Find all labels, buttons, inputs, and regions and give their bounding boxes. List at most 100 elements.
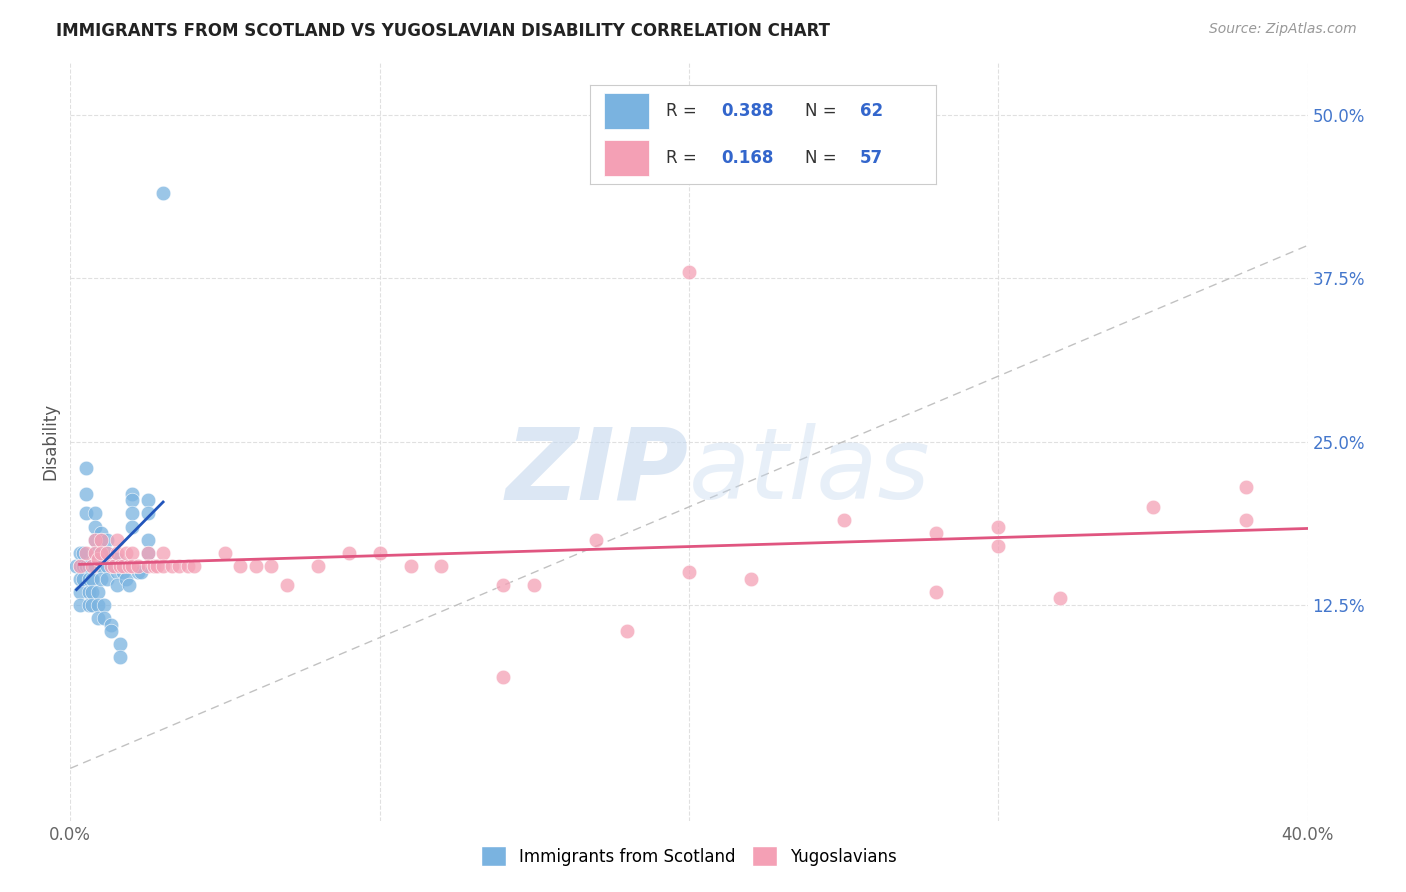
Point (90, 572, 112, 586)
Point (146, 558, 169, 573)
Point (80, 572, 103, 586)
Point (84, 533, 107, 547)
Point (229, 558, 252, 573)
Point (118, 578, 141, 592)
Point (115, 546, 138, 560)
Point (100, 624, 122, 639)
Point (77, 585, 100, 599)
Point (105, 546, 128, 560)
Point (1142, 500, 1164, 514)
Point (1049, 591, 1071, 606)
Point (72, 572, 94, 586)
Point (75, 546, 97, 560)
Point (108, 637, 131, 651)
Point (121, 507, 143, 521)
Point (87, 552, 110, 566)
Point (492, 578, 515, 592)
Point (69, 546, 91, 560)
Point (75, 558, 97, 573)
Point (260, 558, 283, 573)
Point (105, 566, 128, 580)
Legend: Immigrants from Scotland, Yugoslavians: Immigrants from Scotland, Yugoslavians (474, 839, 904, 873)
Point (1234, 480, 1257, 494)
Point (96, 546, 118, 560)
Point (103, 558, 125, 573)
Point (108, 558, 131, 573)
Point (127, 558, 149, 573)
Point (105, 578, 128, 592)
Point (136, 546, 159, 560)
Point (337, 546, 360, 560)
Point (987, 519, 1010, 533)
Point (84, 558, 107, 573)
Point (987, 539, 1010, 553)
Point (740, 572, 762, 586)
Point (492, 670, 515, 684)
Point (127, 566, 149, 580)
Point (90, 533, 112, 547)
Point (925, 526, 948, 541)
Point (90, 558, 112, 573)
Point (925, 585, 948, 599)
Point (90, 546, 112, 560)
Point (105, 552, 128, 566)
Point (167, 558, 190, 573)
Point (80, 598, 103, 612)
Point (93, 598, 115, 612)
Point (111, 566, 134, 580)
Point (136, 546, 159, 560)
Text: ZIP: ZIP (506, 424, 689, 520)
Point (115, 558, 138, 573)
Point (121, 519, 143, 533)
Point (152, 546, 174, 560)
Point (84, 546, 107, 560)
Point (121, 487, 143, 501)
Point (118, 558, 141, 573)
Point (100, 558, 122, 573)
Point (72, 546, 94, 560)
Point (87, 585, 110, 599)
Point (84, 546, 107, 560)
Point (75, 507, 97, 521)
Point (616, 624, 638, 639)
Point (105, 533, 128, 547)
Point (87, 598, 110, 612)
Point (69, 585, 91, 599)
Point (84, 519, 107, 533)
Point (93, 611, 115, 625)
Point (678, 264, 700, 278)
Point (72, 558, 94, 573)
Point (69, 572, 91, 586)
Point (136, 507, 159, 521)
Point (245, 558, 267, 573)
Point (368, 546, 391, 560)
Point (96, 546, 118, 560)
Point (523, 578, 546, 592)
Point (96, 558, 118, 573)
Point (90, 546, 112, 560)
Text: IMMIGRANTS FROM SCOTLAND VS YUGOSLAVIAN DISABILITY CORRELATION CHART: IMMIGRANTS FROM SCOTLAND VS YUGOSLAVIAN … (56, 22, 830, 40)
Point (214, 546, 236, 560)
Point (183, 558, 205, 573)
Y-axis label: Disability: Disability (41, 403, 59, 480)
Point (84, 507, 107, 521)
Point (96, 572, 118, 586)
Point (1234, 513, 1257, 527)
Point (75, 460, 97, 475)
Point (80, 558, 103, 573)
Point (90, 533, 112, 547)
Point (90, 526, 112, 541)
Point (111, 558, 134, 573)
Point (77, 598, 100, 612)
Point (121, 546, 143, 560)
Point (276, 578, 298, 592)
Point (162, 558, 184, 573)
Text: Source: ZipAtlas.com: Source: ZipAtlas.com (1209, 22, 1357, 37)
Point (96, 533, 118, 547)
Point (65, 558, 87, 573)
Text: atlas: atlas (689, 424, 931, 520)
Point (115, 572, 138, 586)
Point (121, 493, 143, 508)
Point (307, 558, 329, 573)
Point (177, 558, 200, 573)
